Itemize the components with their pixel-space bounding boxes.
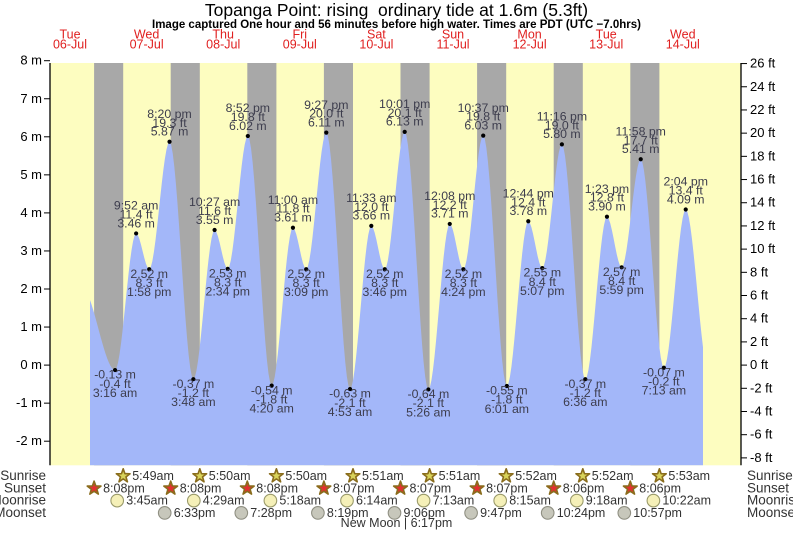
svg-text:07-Jul: 07-Jul (130, 38, 164, 52)
svg-text:14-Jul: 14-Jul (666, 38, 700, 52)
svg-text:4:20 am: 4:20 am (249, 402, 293, 416)
svg-text:-4 ft: -4 ft (750, 403, 773, 418)
svg-text:6 ft: 6 ft (750, 288, 768, 303)
svg-text:5.87 m: 5.87 m (151, 125, 189, 139)
svg-text:New Moon | 6:17pm: New Moon | 6:17pm (341, 516, 453, 530)
svg-text:3.90 m: 3.90 m (588, 200, 626, 214)
svg-text:2:34 pm: 2:34 pm (206, 285, 250, 299)
svg-text:6.13 m: 6.13 m (386, 115, 424, 129)
svg-text:16 ft: 16 ft (750, 172, 776, 187)
svg-text:3 m: 3 m (20, 243, 42, 258)
svg-text:4:53 am: 4:53 am (328, 405, 372, 419)
svg-text:3.71 m: 3.71 m (431, 207, 469, 221)
svg-text:6.11 m: 6.11 m (308, 115, 345, 129)
svg-text:-2 ft: -2 ft (750, 380, 773, 395)
svg-text:8 m: 8 m (20, 53, 42, 68)
svg-text:3.78 m: 3.78 m (509, 204, 547, 218)
svg-text:9:47pm: 9:47pm (480, 506, 522, 520)
svg-text:7:13 am: 7:13 am (642, 384, 686, 398)
svg-text:5:26 am: 5:26 am (406, 405, 450, 419)
svg-text:3.66 m: 3.66 m (353, 209, 391, 223)
svg-text:4 m: 4 m (20, 205, 42, 220)
svg-text:-8 ft: -8 ft (750, 450, 773, 465)
svg-text:10:24pm: 10:24pm (557, 506, 606, 520)
svg-text:Moonset: Moonset (747, 505, 793, 520)
svg-text:12 ft: 12 ft (750, 218, 776, 233)
svg-text:6:36 am: 6:36 am (563, 395, 607, 409)
svg-text:3.55 m: 3.55 m (196, 213, 234, 227)
svg-text:5.80 m: 5.80 m (543, 127, 581, 141)
svg-text:3.46 m: 3.46 m (117, 216, 155, 230)
svg-text:Moonset: Moonset (0, 505, 46, 520)
svg-text:4 ft: 4 ft (750, 311, 768, 326)
svg-text:0 ft: 0 ft (750, 357, 768, 372)
svg-text:20 ft: 20 ft (750, 125, 776, 140)
svg-text:3:16 am: 3:16 am (93, 386, 137, 400)
svg-text:08-Jul: 08-Jul (206, 38, 240, 52)
svg-text:0 m: 0 m (20, 357, 42, 372)
svg-text:6.03 m: 6.03 m (464, 118, 502, 132)
svg-text:18 ft: 18 ft (750, 148, 776, 163)
svg-text:3.61 m: 3.61 m (274, 211, 312, 225)
svg-text:09-Jul: 09-Jul (283, 38, 317, 52)
svg-text:5:59 pm: 5:59 pm (599, 283, 643, 297)
svg-text:8 ft: 8 ft (750, 264, 768, 279)
svg-text:6:33pm: 6:33pm (174, 506, 216, 520)
svg-text:26 ft: 26 ft (750, 56, 776, 71)
svg-text:06-Jul: 06-Jul (53, 38, 87, 52)
svg-text:2 m: 2 m (20, 281, 42, 296)
svg-text:4:24 pm: 4:24 pm (441, 285, 485, 299)
svg-text:13-Jul: 13-Jul (589, 38, 623, 52)
svg-text:10-Jul: 10-Jul (359, 38, 393, 52)
svg-text:6 m: 6 m (20, 129, 42, 144)
svg-text:5 m: 5 m (20, 167, 42, 182)
svg-text:4.09 m: 4.09 m (667, 192, 705, 206)
svg-text:6.02 m: 6.02 m (229, 119, 267, 133)
svg-text:22 ft: 22 ft (750, 102, 776, 117)
svg-text:-1 m: -1 m (16, 395, 42, 410)
svg-text:10:57pm: 10:57pm (633, 506, 682, 520)
svg-text:5:07 pm: 5:07 pm (520, 284, 564, 298)
svg-text:11-Jul: 11-Jul (436, 38, 469, 52)
svg-text:5.41 m: 5.41 m (622, 142, 660, 156)
svg-text:-6 ft: -6 ft (750, 427, 773, 442)
svg-text:7:28pm: 7:28pm (250, 506, 292, 520)
svg-text:-2 m: -2 m (16, 433, 42, 448)
svg-text:7 m: 7 m (20, 91, 42, 106)
svg-text:6:01 am: 6:01 am (485, 402, 529, 416)
svg-text:1:58 pm: 1:58 pm (127, 285, 171, 299)
svg-text:3:45am: 3:45am (126, 494, 168, 508)
svg-text:3:09 pm: 3:09 pm (284, 285, 328, 299)
svg-text:1 m: 1 m (20, 319, 42, 334)
svg-text:10 ft: 10 ft (750, 241, 776, 256)
svg-text:3:48 am: 3:48 am (171, 395, 215, 409)
svg-text:14 ft: 14 ft (750, 195, 776, 210)
svg-text:24 ft: 24 ft (750, 79, 776, 94)
svg-text:2 ft: 2 ft (750, 334, 768, 349)
svg-text:12-Jul: 12-Jul (513, 38, 547, 52)
svg-text:3:46 pm: 3:46 pm (363, 285, 407, 299)
